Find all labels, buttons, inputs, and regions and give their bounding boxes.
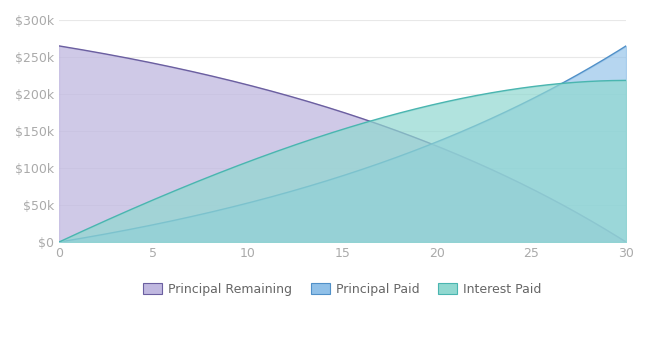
Legend: Principal Remaining, Principal Paid, Interest Paid: Principal Remaining, Principal Paid, Int…: [137, 277, 548, 302]
